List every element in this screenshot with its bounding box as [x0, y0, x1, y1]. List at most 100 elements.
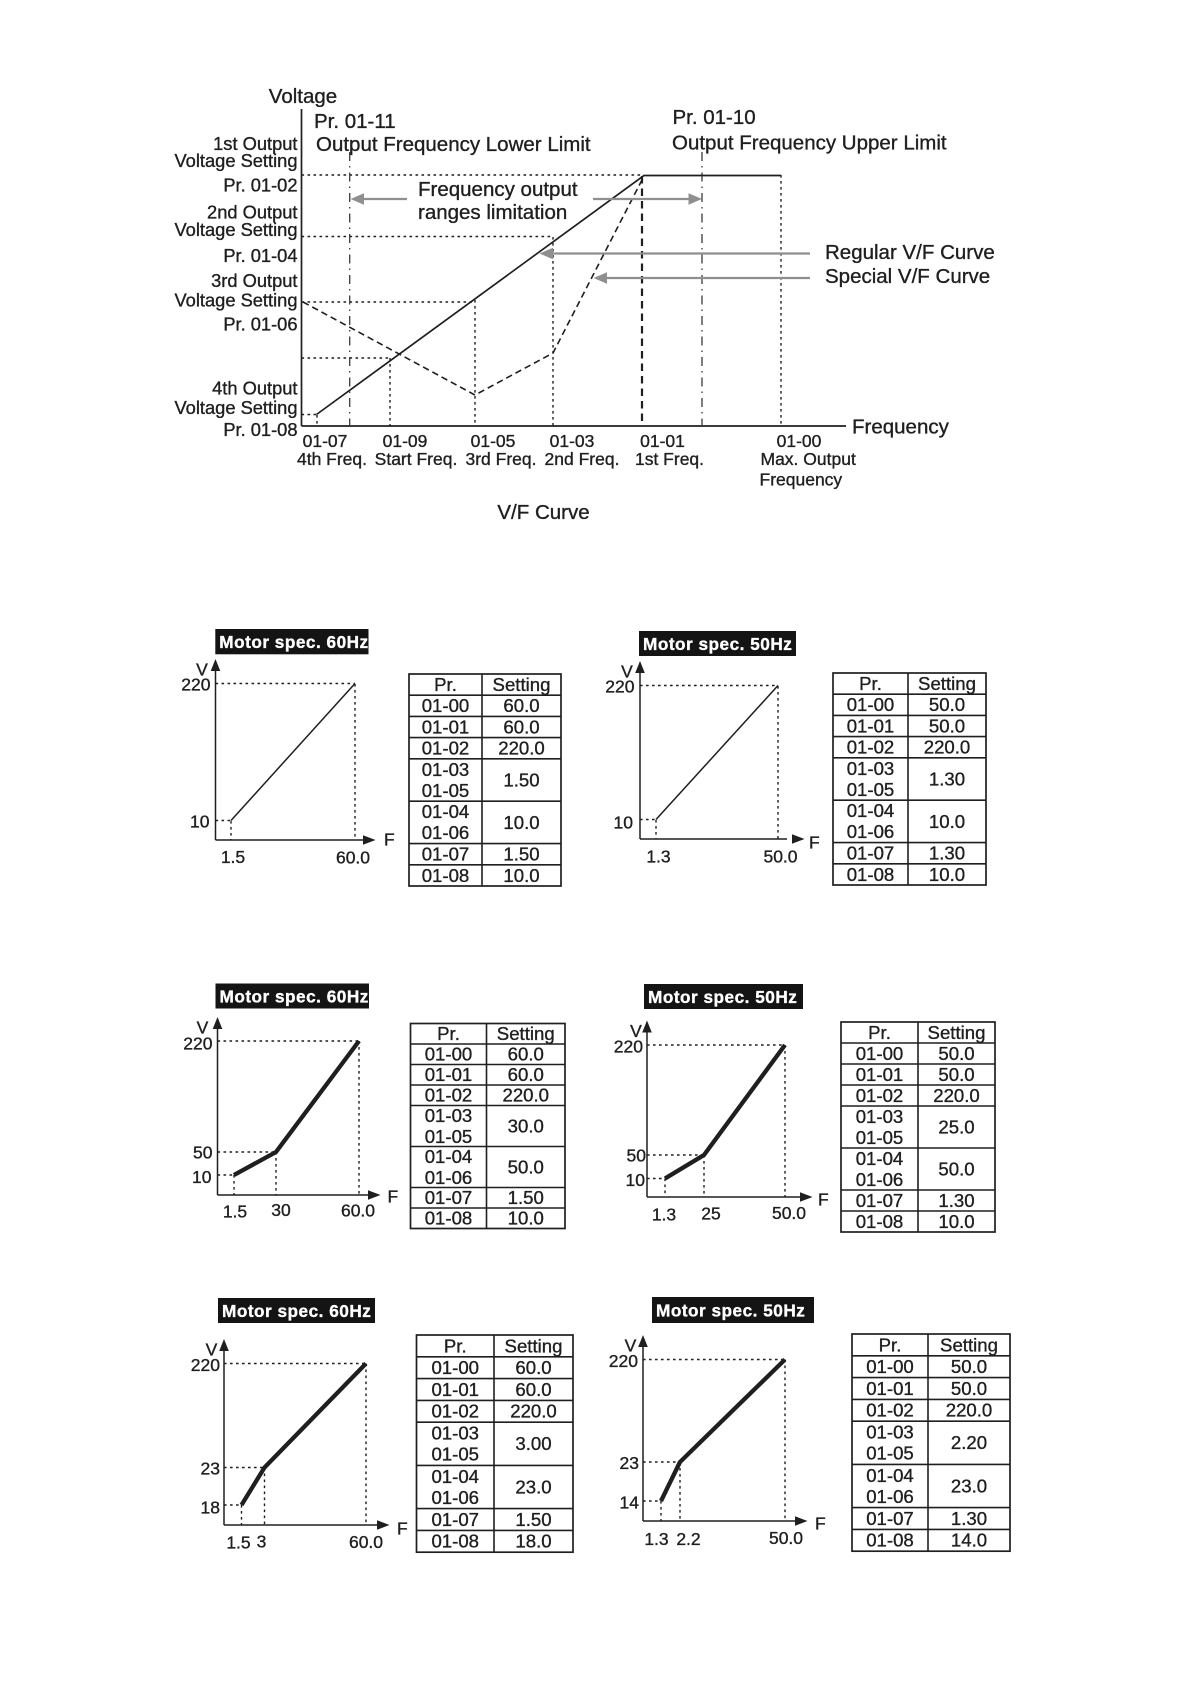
svg-text:4th Output: 4th Output — [212, 378, 297, 399]
svg-text:01-05: 01-05 — [422, 780, 470, 801]
svg-text:1st Output: 1st Output — [213, 133, 297, 154]
svg-text:01-06: 01-06 — [425, 1167, 473, 1188]
svg-text:Max. Output: Max. Output — [761, 449, 856, 469]
svg-text:23: 23 — [201, 1459, 220, 1479]
svg-text:1.30: 1.30 — [929, 843, 965, 864]
svg-text:Motor spec. 50Hz: Motor spec. 50Hz — [656, 1300, 805, 1320]
svg-text:1.3: 1.3 — [646, 847, 670, 867]
svg-text:01-09: 01-09 — [383, 431, 428, 451]
svg-text:18.0: 18.0 — [515, 1531, 551, 1552]
svg-text:Setting: Setting — [497, 1023, 555, 1044]
svg-text:220.0: 220.0 — [510, 1401, 557, 1422]
svg-text:220: 220 — [605, 677, 634, 697]
svg-text:50.0: 50.0 — [929, 715, 965, 736]
svg-text:Special V/F Curve: Special V/F Curve — [825, 265, 990, 288]
svg-text:1.5: 1.5 — [221, 847, 245, 867]
svg-text:01-04: 01-04 — [856, 1148, 904, 1169]
svg-text:01-01: 01-01 — [422, 716, 470, 737]
svg-text:1.30: 1.30 — [938, 1190, 974, 1211]
svg-text:60.0: 60.0 — [508, 1064, 544, 1085]
svg-text:50.0: 50.0 — [951, 1356, 987, 1377]
svg-text:V: V — [206, 1340, 218, 1360]
svg-text:Frequency output: Frequency output — [418, 178, 578, 201]
svg-text:1.50: 1.50 — [503, 844, 539, 865]
svg-text:01-01: 01-01 — [431, 1379, 479, 1400]
svg-text:Pr. 01-11: Pr. 01-11 — [314, 110, 396, 133]
svg-text:1st Freq.: 1st Freq. — [635, 449, 704, 469]
svg-text:01-08: 01-08 — [431, 1531, 479, 1552]
svg-text:Pr.: Pr. — [444, 1335, 467, 1356]
svg-text:Frequency: Frequency — [852, 415, 950, 438]
svg-text:2nd Freq.: 2nd Freq. — [545, 449, 620, 469]
svg-text:50.0: 50.0 — [929, 694, 965, 715]
svg-text:220.0: 220.0 — [498, 738, 545, 759]
svg-text:10.0: 10.0 — [503, 812, 539, 833]
svg-text:01-07: 01-07 — [866, 1508, 914, 1529]
svg-text:Setting: Setting — [918, 673, 976, 694]
svg-text:14.0: 14.0 — [951, 1530, 987, 1551]
svg-text:1.5: 1.5 — [223, 1202, 247, 1222]
svg-text:01-04: 01-04 — [431, 1466, 479, 1487]
svg-text:1.3: 1.3 — [652, 1205, 676, 1225]
svg-text:01-07: 01-07 — [425, 1187, 473, 1208]
svg-text:60.0: 60.0 — [336, 848, 370, 868]
svg-text:01-01: 01-01 — [640, 431, 685, 451]
svg-text:01-05: 01-05 — [847, 779, 895, 800]
svg-text:01-05: 01-05 — [431, 1444, 479, 1465]
svg-text:01-03: 01-03 — [856, 1106, 904, 1127]
svg-text:220: 220 — [614, 1037, 643, 1057]
svg-text:50.0: 50.0 — [769, 1528, 803, 1548]
svg-text:Frequency: Frequency — [760, 470, 843, 490]
svg-text:10.0: 10.0 — [503, 865, 539, 886]
svg-text:01-04: 01-04 — [425, 1146, 473, 1167]
svg-text:220.0: 220.0 — [924, 737, 971, 758]
svg-text:Motor spec. 50Hz: Motor spec. 50Hz — [648, 987, 797, 1007]
svg-text:10.0: 10.0 — [938, 1211, 974, 1232]
svg-text:01-06: 01-06 — [856, 1169, 904, 1190]
svg-text:01-03: 01-03 — [425, 1105, 473, 1126]
svg-text:01-03: 01-03 — [847, 758, 895, 779]
svg-text:220.0: 220.0 — [502, 1085, 549, 1106]
svg-text:Pr. 01-08: Pr. 01-08 — [223, 419, 297, 440]
svg-text:Motor spec. 60Hz: Motor spec. 60Hz — [220, 986, 369, 1006]
svg-text:F: F — [384, 830, 395, 850]
svg-text:10: 10 — [190, 812, 210, 832]
svg-text:3: 3 — [257, 1532, 267, 1552]
svg-text:V: V — [196, 660, 208, 680]
svg-text:60.0: 60.0 — [503, 716, 539, 737]
svg-text:25.0: 25.0 — [938, 1116, 974, 1137]
svg-text:01-06: 01-06 — [431, 1487, 479, 1508]
svg-text:220: 220 — [609, 1351, 638, 1371]
svg-text:Pr. 01-02: Pr. 01-02 — [223, 175, 297, 196]
svg-text:10: 10 — [192, 1167, 212, 1187]
svg-text:01-02: 01-02 — [847, 737, 895, 758]
svg-text:01-08: 01-08 — [856, 1211, 904, 1232]
svg-text:Pr.: Pr. — [879, 1334, 902, 1355]
svg-text:23.0: 23.0 — [951, 1475, 987, 1496]
svg-text:01-05: 01-05 — [856, 1127, 904, 1148]
svg-text:1.3: 1.3 — [644, 1529, 668, 1549]
svg-text:10: 10 — [626, 1170, 646, 1190]
svg-text:F: F — [809, 833, 820, 853]
svg-text:01-07: 01-07 — [431, 1509, 479, 1530]
svg-text:V: V — [630, 1021, 642, 1041]
svg-text:Motor spec. 50Hz: Motor spec. 50Hz — [643, 634, 792, 654]
svg-text:01-08: 01-08 — [866, 1530, 914, 1551]
svg-text:50.0: 50.0 — [772, 1203, 806, 1223]
svg-text:30: 30 — [271, 1200, 291, 1220]
svg-text:220.0: 220.0 — [946, 1400, 993, 1421]
svg-text:01-04: 01-04 — [866, 1465, 914, 1486]
svg-text:Setting: Setting — [940, 1334, 998, 1355]
svg-text:Motor spec. 60Hz: Motor spec. 60Hz — [219, 632, 368, 652]
svg-text:1.50: 1.50 — [503, 769, 539, 790]
svg-text:3.00: 3.00 — [515, 1433, 551, 1454]
svg-text:3rd Freq.: 3rd Freq. — [466, 449, 537, 469]
svg-text:01-03: 01-03 — [550, 431, 595, 451]
svg-text:ranges limitation: ranges limitation — [418, 201, 567, 224]
svg-text:01-00: 01-00 — [847, 694, 895, 715]
svg-text:01-07: 01-07 — [422, 844, 470, 865]
svg-text:01-01: 01-01 — [425, 1064, 473, 1085]
svg-text:F: F — [397, 1519, 408, 1539]
svg-text:Start Freq.: Start Freq. — [375, 449, 458, 469]
svg-text:14: 14 — [620, 1493, 640, 1513]
